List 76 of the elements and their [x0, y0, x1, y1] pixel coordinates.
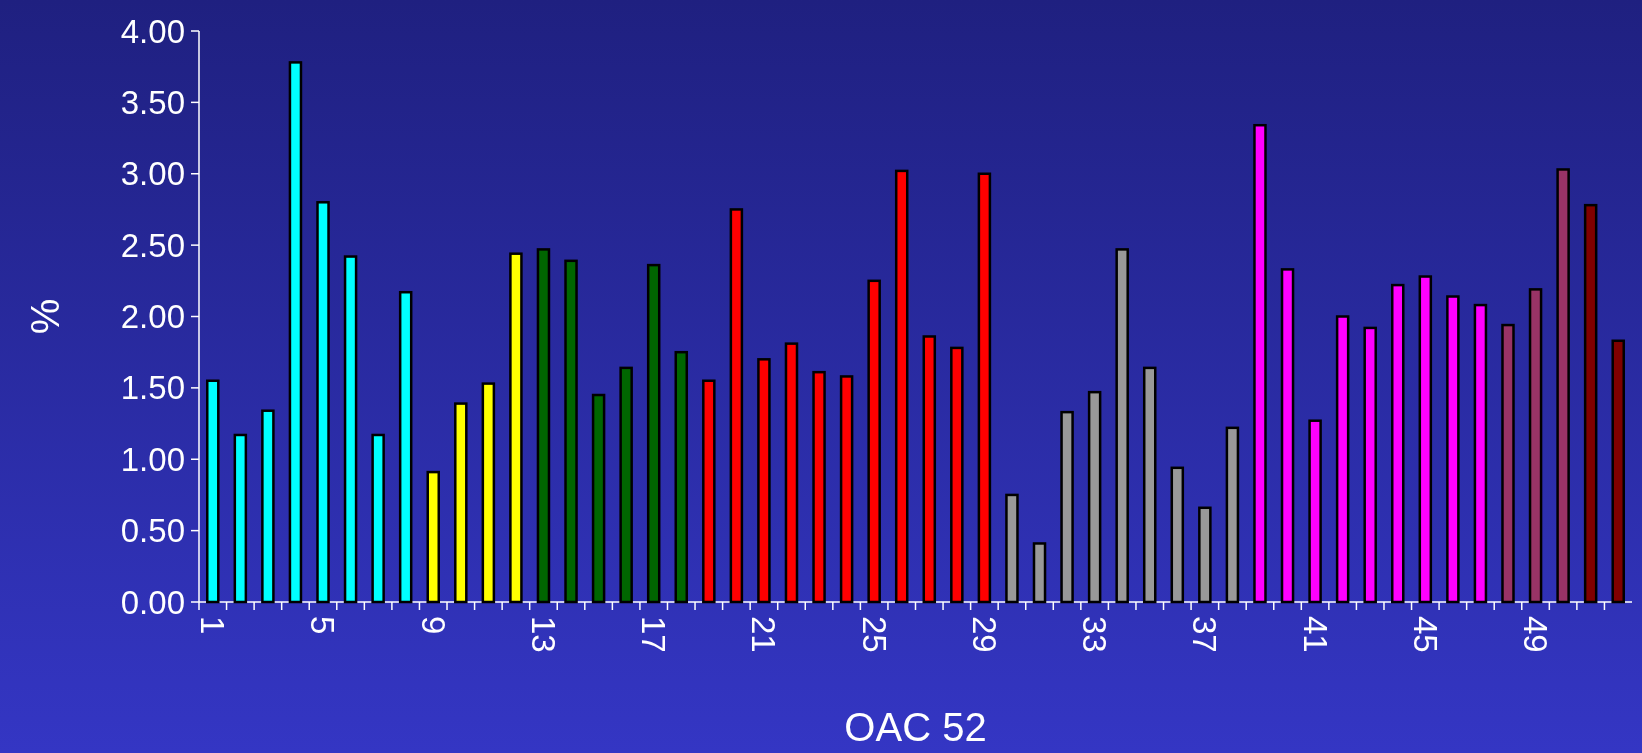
bar [1170, 466, 1185, 604]
bar [1087, 390, 1102, 604]
bar [812, 370, 826, 604]
x-axis-title: OAC 52 [844, 705, 987, 749]
y-axis-title: % [23, 298, 67, 335]
x-tick-label: 29 [965, 616, 1003, 653]
bar [619, 366, 633, 604]
bar [1611, 339, 1625, 604]
y-tick-label: 2.00 [120, 298, 185, 336]
bar [1418, 275, 1433, 604]
bar [343, 255, 358, 604]
y-tick-label: 2.50 [120, 226, 185, 264]
bar [1115, 248, 1129, 604]
bar [564, 259, 578, 604]
bar [509, 252, 523, 604]
bar [702, 379, 716, 604]
bar [1032, 542, 1047, 604]
bar [1528, 288, 1543, 604]
bar [591, 393, 606, 604]
bar [950, 346, 964, 604]
bar [1005, 493, 1019, 604]
bar [1473, 303, 1488, 604]
bar [839, 375, 854, 604]
x-tick-label: 41 [1296, 616, 1334, 653]
bar [1391, 283, 1405, 604]
y-tick-label: 4.00 [120, 12, 185, 50]
bar [1253, 123, 1267, 604]
x-tick-label: 25 [855, 616, 893, 653]
bar [454, 402, 468, 604]
bar [1280, 268, 1295, 604]
bar [894, 169, 909, 604]
x-tick-label: 33 [1076, 616, 1114, 653]
x-tick-label: 1 [194, 616, 232, 635]
y-tick-label: 1.00 [120, 440, 185, 478]
x-tick-label: 9 [414, 616, 452, 635]
bar [316, 201, 330, 604]
bar [1225, 426, 1240, 604]
bar [1556, 168, 1570, 604]
bar [729, 208, 744, 604]
bar [371, 433, 385, 604]
bar [784, 342, 799, 604]
x-tick-label: 21 [745, 616, 783, 653]
y-tick-label: 1.50 [120, 369, 185, 407]
x-tick-label: 49 [1517, 616, 1554, 653]
bar [1335, 315, 1350, 604]
bar [1060, 410, 1074, 604]
bar [1501, 323, 1515, 604]
y-tick-label: 0.00 [120, 583, 185, 621]
bar [1308, 419, 1322, 604]
bar [233, 433, 248, 604]
x-tick-label: 37 [1186, 616, 1224, 653]
bar [288, 61, 303, 604]
x-tick-label: 17 [635, 616, 673, 653]
y-tick-label: 3.00 [120, 155, 185, 193]
bar [1446, 295, 1460, 604]
bar [481, 382, 496, 604]
x-tick-label: 13 [524, 616, 562, 653]
bar [922, 335, 937, 604]
bar [1142, 366, 1157, 604]
x-tick-label: 5 [304, 616, 342, 635]
bar [426, 470, 440, 604]
bar [206, 379, 220, 604]
y-tick-label: 0.50 [120, 512, 185, 550]
bar [1583, 203, 1598, 604]
y-tick-label: 3.50 [120, 83, 185, 121]
x-tick-label: 45 [1406, 616, 1444, 653]
bar [261, 409, 275, 604]
bar [757, 358, 771, 604]
bar [536, 248, 551, 604]
bar [1198, 506, 1212, 604]
bar [646, 263, 661, 604]
bar [674, 350, 689, 604]
bar [867, 279, 881, 604]
bar [1363, 326, 1377, 604]
bar [398, 290, 413, 604]
bar [977, 172, 992, 604]
